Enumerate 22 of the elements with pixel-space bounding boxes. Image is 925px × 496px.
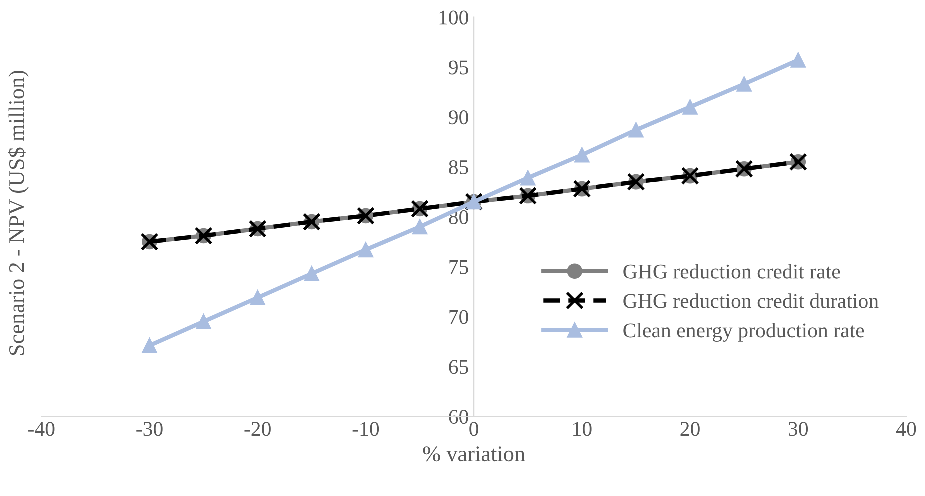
legend-label: GHG reduction credit duration (624, 294, 879, 308)
y-tick-label: 90 (449, 110, 468, 125)
x-tick-label: -40 (28, 422, 55, 436)
y-axis-title: Scenario 2 - NPV (US$ million) (8, 70, 29, 356)
x-tick-label: 30 (788, 422, 808, 436)
y-tick-label: 85 (449, 160, 468, 175)
y-tick-label: 75 (450, 260, 468, 274)
x-tick-label: 0 (470, 422, 478, 436)
legend-label: GHG reduction credit rate (624, 264, 840, 279)
legend-label: Clean energy production rate (624, 323, 864, 342)
y-tick-label: 100 (440, 10, 468, 25)
y-tick-label: 65 (449, 360, 468, 374)
x-tick-label: 10 (574, 422, 592, 436)
x-tick-label: -20 (244, 422, 271, 436)
y-tick-label: 60 (449, 410, 468, 424)
x-tick-label: 40 (896, 422, 916, 436)
x-tick-label: -10 (352, 422, 380, 436)
x-tick-label: -30 (136, 422, 163, 436)
x-axis-title: % variation (423, 446, 526, 462)
x-tick-label: 20 (680, 422, 700, 436)
y-tick-label: 95 (449, 60, 468, 75)
y-tick-label: 70 (450, 310, 468, 324)
